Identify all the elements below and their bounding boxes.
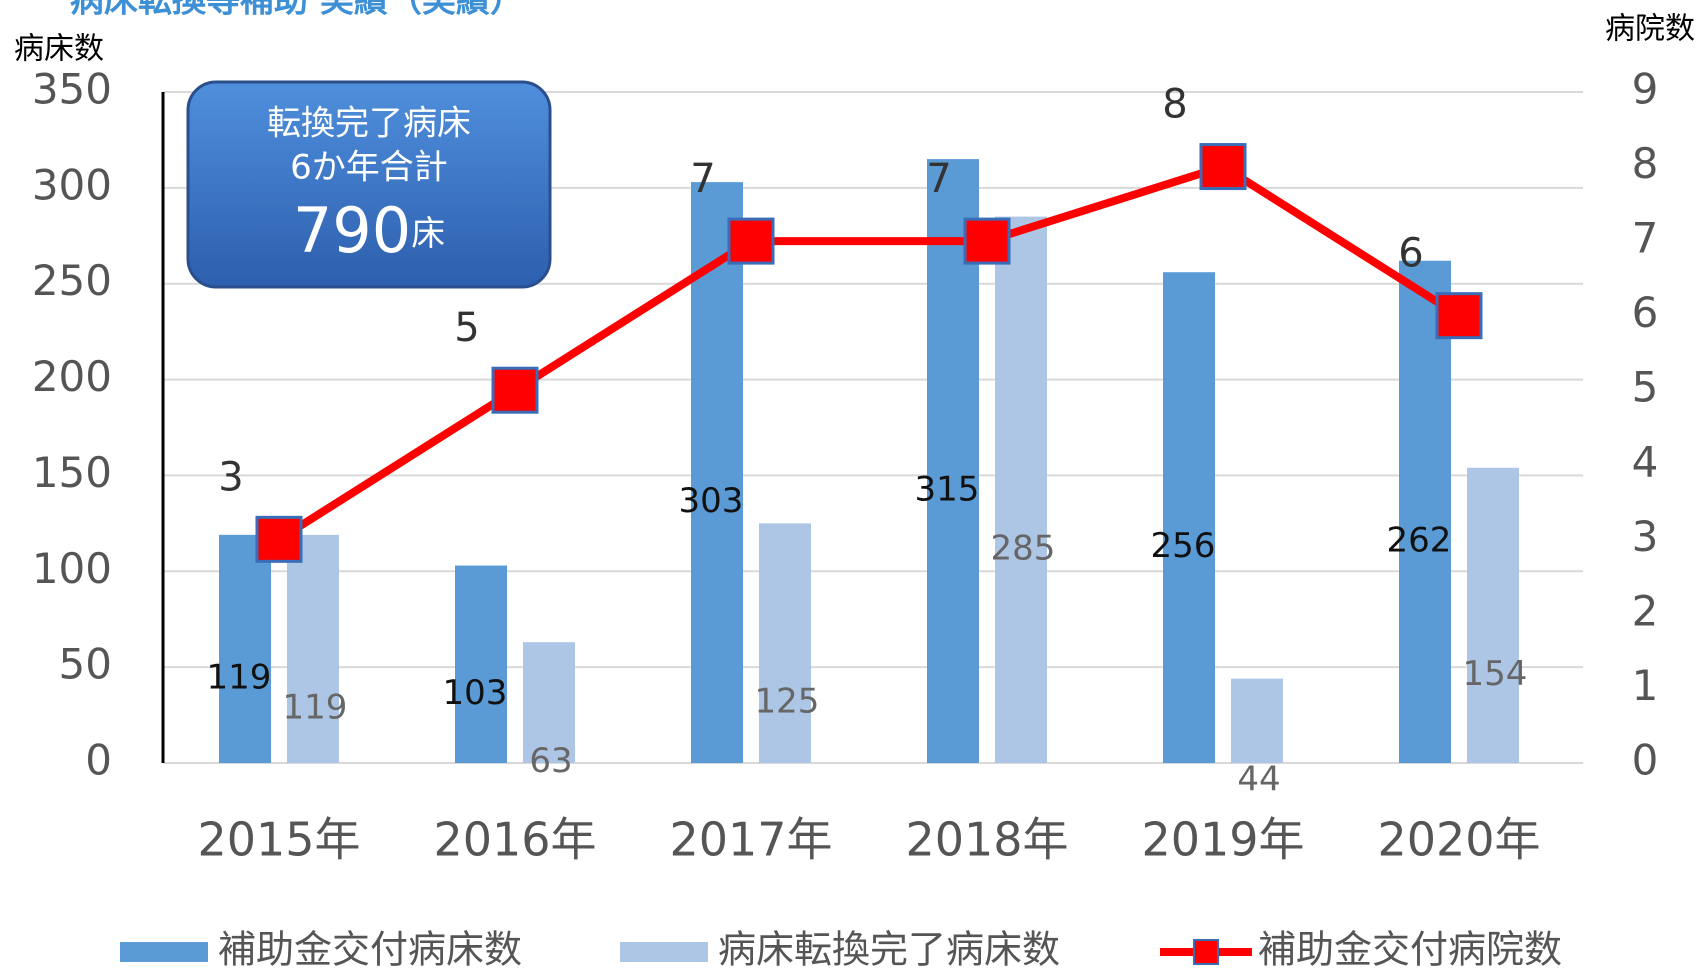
legend-swatch [620, 942, 708, 962]
line-marker [963, 217, 1011, 265]
line-value-label: 7 [690, 156, 715, 202]
bar [1231, 678, 1283, 763]
bar [455, 565, 507, 763]
x-tick-label: 2019年 [1141, 813, 1304, 867]
bar-value-label: 262 [1387, 520, 1452, 560]
annotation-value: 790床 [293, 194, 445, 267]
legend-label: 補助金交付病院数 [1258, 928, 1562, 972]
bar-value-label: 119 [207, 657, 272, 697]
y-tick-label: 0 [85, 736, 112, 785]
line-marker [255, 515, 303, 563]
bar [1399, 260, 1451, 763]
y2-tick-label: 5 [1632, 363, 1659, 412]
x-tick-label: 2015年 [197, 813, 360, 867]
y-tick-label: 200 [32, 352, 112, 401]
line-marker [1435, 292, 1483, 340]
bar-value-label: 303 [679, 481, 744, 521]
y-axis-label: 病床数 [14, 32, 104, 67]
line-value-label: 6 [1398, 231, 1423, 277]
bar-value-label: 315 [915, 470, 980, 510]
y-tick-label: 50 [59, 640, 112, 689]
line-marker [491, 366, 539, 414]
y2-tick-label: 8 [1632, 139, 1659, 188]
y2-tick-label: 9 [1632, 65, 1659, 114]
y2-tick-label: 4 [1632, 437, 1659, 486]
line-value-label: 3 [218, 454, 243, 500]
line-value-label: 5 [454, 305, 479, 351]
y-tick-label: 150 [32, 448, 112, 497]
y2-tick-label: 3 [1632, 512, 1659, 561]
y2-axis-label: 病院数 [1605, 12, 1695, 47]
y2-tick-label: 0 [1632, 736, 1659, 785]
y-tick-label: 350 [32, 65, 112, 114]
bar [691, 182, 743, 763]
legend-label: 補助金交付病床数 [218, 928, 522, 972]
bar [523, 642, 575, 763]
x-tick-label: 2020年 [1377, 813, 1540, 867]
y-tick-label: 300 [32, 160, 112, 209]
y2-tick-label: 2 [1632, 586, 1659, 635]
bar-value-label: 285 [991, 528, 1056, 568]
bar-value-label: 256 [1151, 526, 1216, 566]
x-tick-label: 2016年 [433, 813, 596, 867]
bar-value-label: 119 [283, 687, 348, 727]
line [276, 162, 1462, 543]
annotation-text: 6か年合計 [290, 148, 448, 188]
bar-value-label: 103 [443, 673, 508, 713]
bar-value-label: 44 [1237, 759, 1280, 799]
bar-value-label: 125 [755, 682, 820, 722]
bar [995, 216, 1047, 764]
annotation-text: 転換完了病床 [267, 104, 471, 144]
chart-title: 病床転換等補助 実績（実績） [70, 0, 524, 21]
line-marker [1199, 143, 1247, 191]
legend-label: 病床転換完了病床数 [718, 928, 1060, 972]
annotation-unit: 床 [411, 214, 445, 254]
bar-value-label: 63 [529, 741, 572, 781]
bar [287, 534, 339, 763]
legend-swatch [120, 942, 208, 962]
bar [219, 534, 271, 763]
line-marker [727, 217, 775, 265]
y2-tick-label: 6 [1632, 288, 1659, 337]
y-tick-label: 100 [32, 544, 112, 593]
bar [759, 523, 811, 763]
x-tick-label: 2017年 [669, 813, 832, 867]
annotation-number: 790 [293, 194, 411, 267]
bar [1467, 467, 1519, 763]
annotation-box [186, 80, 552, 289]
line-value-label: 7 [926, 156, 951, 202]
bar-value-label: 154 [1463, 654, 1528, 694]
y2-tick-label: 7 [1632, 214, 1659, 263]
bar [1163, 272, 1215, 763]
y-tick-label: 250 [32, 256, 112, 305]
line-value-label: 8 [1162, 82, 1187, 128]
x-tick-label: 2018年 [905, 813, 1068, 867]
legend-swatch [1193, 939, 1219, 965]
y2-tick-label: 1 [1632, 661, 1659, 710]
